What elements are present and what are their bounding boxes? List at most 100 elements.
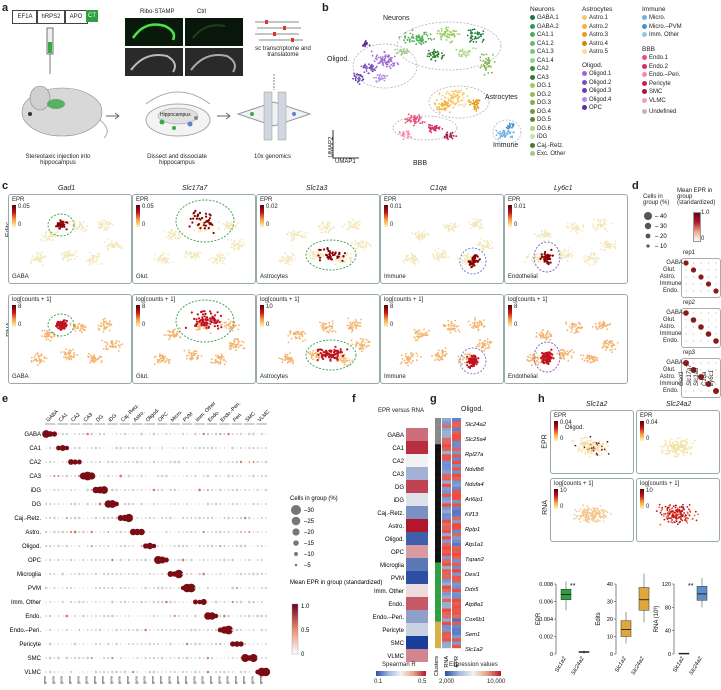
map-point-high: [547, 256, 550, 259]
map-point: [324, 323, 327, 326]
e-dot: [49, 475, 52, 477]
e-dot: [223, 447, 225, 449]
umap-point: [426, 34, 429, 37]
umap-point: [469, 40, 471, 43]
map-point: [602, 245, 605, 247]
e-dot: [90, 446, 93, 450]
e-dot: [186, 517, 189, 519]
cbar-min: 0: [266, 322, 270, 328]
map-point: [357, 324, 360, 327]
map-point: [74, 228, 77, 231]
umap-point: [452, 135, 455, 137]
map-point: [478, 220, 480, 223]
map-point: [292, 238, 295, 241]
map-point: [237, 341, 240, 344]
map-point: [418, 333, 421, 335]
e-dot: [219, 503, 221, 505]
map-point: [193, 350, 196, 352]
legend-label: DG.1: [537, 83, 552, 90]
map-point: [234, 225, 237, 228]
map-point: [540, 331, 543, 334]
map-point-high: [552, 357, 555, 360]
map-point: [448, 329, 451, 331]
map-point: [450, 324, 452, 327]
map-point: [341, 361, 344, 363]
map-point: [467, 252, 470, 255]
umap-point: [381, 77, 384, 80]
map-point: [567, 352, 570, 354]
celltype-label: Astrocytes: [260, 274, 289, 280]
umap-point: [406, 39, 409, 41]
map-point-high: [547, 262, 550, 266]
rep-dot: [685, 283, 687, 285]
map-point: [43, 329, 46, 332]
umap-point: [469, 37, 472, 39]
rep-dot: [705, 331, 712, 337]
umap-point: [439, 36, 442, 39]
umap-point: [406, 48, 408, 51]
umap-point: [402, 138, 405, 141]
umap-point: [419, 122, 421, 125]
map-point-high: [216, 311, 219, 314]
umap-point: [418, 41, 421, 44]
map-point: [42, 255, 45, 258]
rep-dot: [685, 333, 687, 335]
map-point: [69, 356, 72, 358]
map-point: [71, 224, 74, 227]
map-point: [606, 328, 609, 331]
e-dot: [53, 503, 56, 505]
map-point: [441, 351, 444, 354]
legend-label: GABA.1: [537, 15, 559, 22]
e-dot: [144, 461, 147, 463]
e-dot: [91, 503, 93, 505]
e-dot: [138, 528, 145, 536]
map-point: [172, 235, 174, 238]
map-point-high: [469, 366, 472, 369]
e-dot: [264, 446, 267, 450]
map-point: [168, 330, 171, 333]
rep-dot: [700, 383, 702, 385]
umap-point: [423, 33, 425, 36]
cbar-gradient: [260, 305, 264, 327]
map-point: [163, 229, 166, 232]
map-point-high: [203, 315, 206, 318]
umap-point: [407, 130, 410, 132]
map-point: [223, 321, 226, 324]
panel-b: Neurons Oligod. Astrocytes Immune BBB UM…: [325, 4, 721, 176]
map-point: [305, 235, 307, 238]
e-dot: [244, 530, 247, 534]
map-point: [44, 333, 46, 336]
hippocampus-label: Hippocampus: [160, 112, 191, 118]
map-point: [472, 225, 474, 228]
map-point: [359, 246, 362, 249]
map-point: [478, 342, 481, 344]
e-dot: [103, 447, 105, 449]
map-point-high: [475, 254, 478, 257]
legend-item: Caj.-Retz.: [530, 142, 564, 149]
map-point: [106, 343, 109, 346]
umap-point: [355, 76, 357, 79]
map-point: [109, 221, 111, 224]
map-point: [411, 354, 414, 357]
map-point: [198, 256, 201, 259]
map-point-high: [56, 325, 59, 328]
e-dot: [136, 475, 139, 477]
map-point: [440, 355, 443, 358]
umap-point: [464, 54, 467, 56]
map-point: [348, 359, 351, 362]
map-point: [102, 348, 105, 350]
map-point: [105, 348, 108, 350]
map-point: [437, 359, 440, 361]
rep-dot: [692, 290, 695, 292]
map-point: [48, 332, 51, 335]
map-point: [233, 345, 236, 348]
e-dot: [239, 460, 243, 464]
map-point: [354, 243, 357, 246]
e-dot: [57, 530, 60, 534]
umap-point: [457, 99, 459, 102]
map-point-high: [218, 321, 221, 324]
umap-point: [412, 118, 415, 121]
ribo-stamp-label: Ribo-STAMP: [140, 9, 175, 15]
highlight-outline: [533, 241, 561, 273]
map-point: [567, 252, 570, 255]
